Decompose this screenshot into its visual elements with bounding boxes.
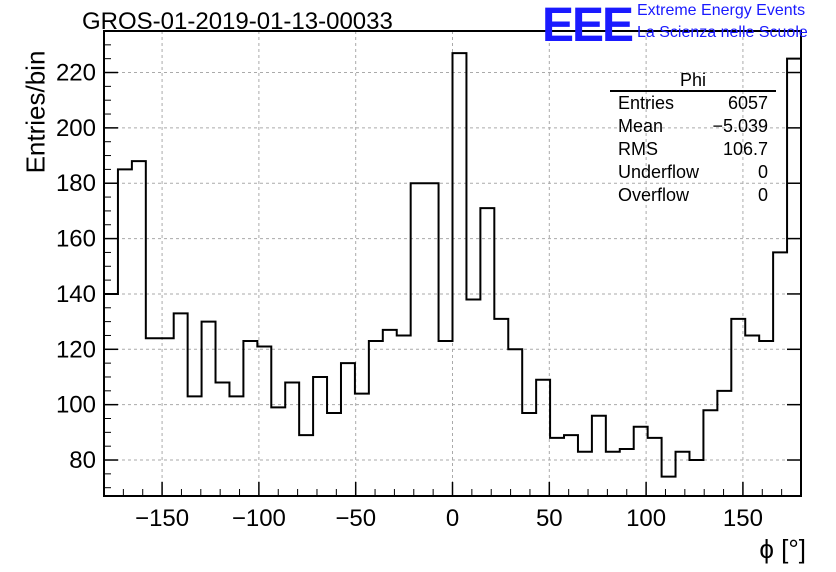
stats-value: 106.7	[722, 139, 768, 159]
x-axis: −150 −100 −50 0 50 100 150	[103, 482, 802, 532]
stats-row-overflow: Overflow 0	[610, 184, 776, 207]
y-tick-label: 140	[56, 281, 96, 308]
stats-value: 6057	[727, 93, 768, 113]
histogram-series	[104, 52, 802, 496]
stats-label: RMS	[618, 139, 658, 159]
y-tick-label: 80	[69, 447, 96, 474]
logo-line-2: La Scienza nelle Scuole	[637, 24, 808, 41]
x-tick-label: 100	[626, 505, 666, 532]
stats-label: Underflow	[618, 162, 700, 182]
x-axis-label: ϕ [°]	[759, 534, 806, 564]
y-tick-label: 100	[56, 392, 96, 419]
x-tick-label: 0	[446, 505, 459, 532]
stats-value: 0	[757, 185, 768, 205]
stats-label: Mean	[618, 116, 664, 136]
y-axis: 80 100 120 140 160 180 200 220	[56, 44, 801, 489]
y-tick-label: 120	[56, 336, 96, 363]
chart-title: GROS-01-2019-01-13-00033	[82, 8, 393, 35]
x-tick-label: 150	[723, 505, 763, 532]
x-tick-label: −50	[335, 505, 376, 532]
y-tick-label: 200	[56, 115, 96, 142]
stats-row-entries: Entries 6057	[610, 92, 776, 115]
y-tick-label: 180	[56, 170, 96, 197]
stats-row-rms: RMS 106.7	[610, 138, 776, 161]
stats-value: 0	[757, 162, 768, 182]
stats-value: −5.039	[712, 116, 768, 136]
x-tick-label: −100	[232, 505, 286, 532]
stats-row-underflow: Underflow 0	[610, 161, 776, 184]
x-tick-label: 50	[536, 505, 563, 532]
stats-label: Entries	[618, 93, 675, 113]
eee-logo: EEE	[542, 0, 634, 52]
y-axis-label: Entries/bin	[20, 50, 51, 174]
x-tick-label: −150	[135, 505, 189, 532]
stats-row-mean: Mean −5.039	[610, 115, 776, 138]
logo-line-1: Extreme Energy Events	[637, 2, 806, 19]
stats-box: Phi Entries 6057 Mean −5.039 RMS 106.7 U…	[610, 70, 776, 207]
y-tick-label: 160	[56, 226, 96, 253]
stats-title: Phi	[610, 70, 776, 92]
stats-label: Overflow	[618, 185, 690, 205]
y-tick-label: 220	[56, 60, 96, 87]
